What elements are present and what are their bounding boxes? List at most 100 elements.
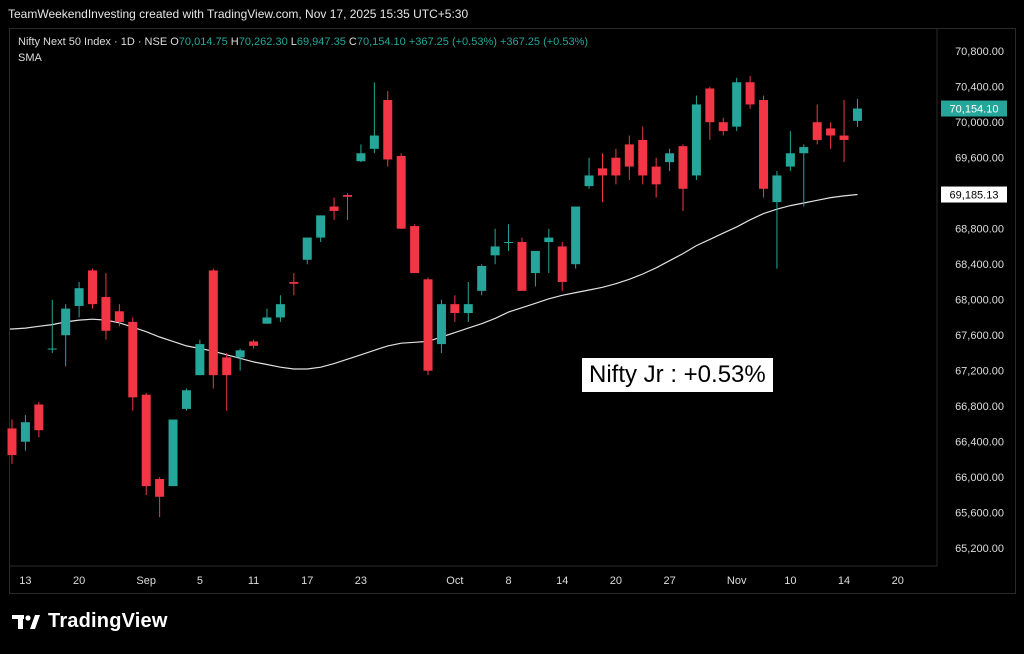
candle-body [557, 246, 567, 282]
candle-body [463, 304, 473, 314]
candle-body [101, 297, 111, 331]
candle-body [544, 237, 554, 243]
candle-body [759, 100, 769, 189]
candle-body [423, 279, 433, 371]
y-tick-label: 69,600.00 [955, 153, 1004, 165]
candle-body [235, 350, 245, 358]
candle-body [624, 144, 634, 167]
candle-body [74, 288, 84, 306]
x-tick-label: Oct [446, 575, 463, 587]
y-tick-label: 70,800.00 [955, 46, 1004, 58]
candle-body [517, 242, 527, 291]
candle-body [638, 139, 648, 176]
candle-body [571, 206, 581, 265]
y-tick-label: 70,000.00 [955, 117, 1004, 129]
low-label: L [290, 36, 297, 48]
y-tick-label: 66,800.00 [955, 401, 1004, 413]
x-tick-label: 23 [355, 575, 367, 587]
candle-body [490, 246, 500, 256]
tradingview-logo-icon [12, 614, 40, 629]
candle-body [436, 304, 446, 345]
candle-body [155, 479, 165, 497]
y-tick-label: 65,600.00 [955, 508, 1004, 520]
candle-body [128, 321, 138, 398]
high-value: 70,262.30 [238, 36, 288, 48]
candle-body [61, 308, 71, 336]
y-tick-label: 66,400.00 [955, 437, 1004, 449]
high-label: H [230, 36, 239, 48]
low-value: 69,947.35 [296, 36, 346, 48]
sma-indicator-label[interactable]: SMA [18, 52, 42, 64]
x-tick-label: 20 [73, 575, 85, 587]
last-price-label: 70,154.10 [950, 104, 999, 116]
x-tick-label: 27 [663, 575, 675, 587]
candle-body [289, 281, 299, 284]
open-label: O [170, 36, 179, 48]
candle-body [705, 88, 715, 123]
change-value: +367.25 (+0.53%) [408, 36, 497, 48]
candle-body [745, 82, 755, 105]
candle-body [785, 153, 795, 167]
candle-body [665, 153, 675, 163]
last-price-badge [941, 100, 1007, 117]
y-tick-label: 68,800.00 [955, 224, 1004, 236]
candle-body [852, 108, 862, 121]
candle-body [611, 157, 621, 176]
candle-body [597, 168, 607, 176]
footer [0, 594, 1024, 654]
candle-body [396, 155, 406, 229]
candle-body [678, 146, 688, 189]
candle-body [262, 317, 272, 324]
candle-body [718, 122, 728, 132]
candle-body [504, 242, 514, 244]
candle-body [208, 270, 218, 376]
candle-body [329, 206, 339, 211]
candle-body [249, 341, 259, 346]
y-tick-label: 67,600.00 [955, 330, 1004, 342]
x-tick-label: 14 [556, 575, 568, 587]
candle-body [7, 428, 17, 456]
y-tick-label: 67,200.00 [955, 366, 1004, 378]
candle-body [691, 104, 701, 176]
candle-body [530, 250, 540, 274]
x-tick-label: 10 [784, 575, 796, 587]
close-value: 70,154.10 [356, 36, 406, 48]
candle-body [34, 404, 44, 431]
open-value: 70,014.75 [178, 36, 228, 48]
candle-body [222, 357, 232, 376]
candle-body [772, 175, 782, 203]
y-tick-label: 65,200.00 [955, 543, 1004, 555]
candle-body [20, 422, 30, 442]
candle-body [584, 175, 594, 187]
annotation-label: Nifty Jr : +0.53% [582, 358, 773, 392]
candle-body [732, 82, 742, 127]
candle-body [141, 394, 151, 487]
candle-body [477, 265, 487, 291]
candle-body [316, 215, 326, 238]
candle-body [168, 419, 178, 487]
candle-body [114, 311, 124, 322]
sma-value-badge [941, 186, 1007, 203]
candle-body [181, 390, 191, 409]
candle-body [343, 194, 352, 197]
candle-body [651, 166, 661, 185]
candle-body [799, 147, 809, 154]
candle-body [450, 304, 460, 314]
header-text: TeamWeekendInvesting created with Tradin… [8, 7, 469, 21]
candle-body [302, 237, 312, 260]
x-tick-label: 11 [248, 575, 259, 587]
x-tick-label: 17 [301, 575, 313, 587]
tradingview-logo[interactable]: TradingView [12, 610, 168, 633]
x-tick-label: Nov [727, 575, 747, 587]
candle-body [88, 270, 98, 305]
candle-body [826, 128, 836, 136]
candle-body [369, 135, 379, 149]
candle-body [356, 153, 366, 162]
x-tick-label: 20 [610, 575, 622, 587]
sma-value-label: 69,185.13 [950, 190, 999, 202]
y-tick-label: 68,000.00 [955, 295, 1004, 307]
x-tick-label: 5 [197, 575, 203, 587]
y-tick-label: 68,400.00 [955, 259, 1004, 271]
x-tick-label: 8 [505, 575, 511, 587]
